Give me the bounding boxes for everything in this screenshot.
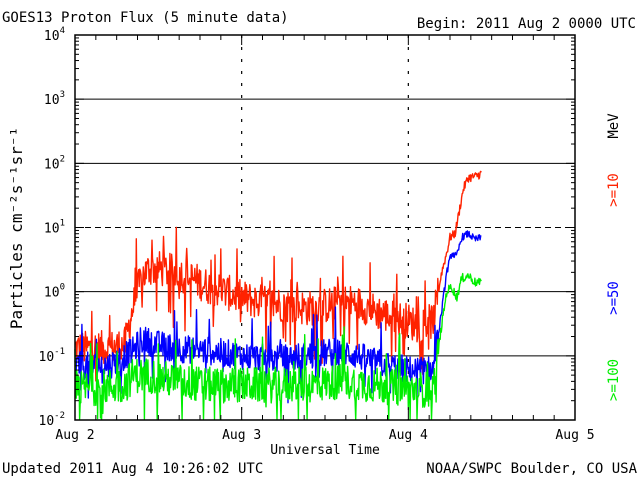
series-lines [74,170,482,420]
grid-lines [75,35,575,420]
y-axis-label: Particles cm⁻²s⁻¹sr⁻¹ [7,127,26,329]
credit-text: NOAA/SWPC Boulder, CO USA [426,461,637,477]
updated-timestamp: Updated 2011 Aug 4 10:26:02 UTC [2,461,264,477]
y-tick-exponent: -2 [54,411,65,421]
y-tick-label: 103 [44,90,65,108]
series-line-1 [74,230,482,404]
chart-title: GOES13 Proton Flux (5 minute data) [2,10,289,26]
y-tick-label: 10-2 [39,411,66,429]
legend-label-2: >=100 [606,359,622,401]
x-axis-label: Universal Time [270,443,380,458]
x-tick-label: Aug 5 [555,428,594,443]
legend-unit-label: MeV [606,113,622,139]
y-tick-exponent: 1 [60,219,65,229]
series-line-0 [74,170,482,382]
y-tick-label: 100 [44,283,65,301]
y-tick-exponent: 0 [60,283,65,293]
legend: >=10 >=50 >=100 MeV [606,113,622,401]
y-tick-label: 102 [44,154,65,172]
y-tick-label: 101 [44,219,65,237]
y-tick-exponent: -1 [54,347,65,357]
legend-label-1: >=50 [606,281,622,315]
y-tick-exponent: 2 [60,154,65,164]
x-tick-label: Aug 2 [55,428,94,443]
y-tick-exponent: 4 [60,26,65,36]
legend-label-0: >=10 [606,173,622,207]
series-line-2 [74,272,482,420]
y-tick-label: 104 [44,26,65,44]
axis-ticks [74,34,576,421]
x-tick-label: Aug 3 [222,428,261,443]
y-tick-exponent: 3 [60,90,65,100]
y-tick-label: 10-1 [39,347,66,365]
begin-timestamp: Begin: 2011 Aug 2 0000 UTC [416,16,636,32]
x-tick-label: Aug 4 [389,428,428,443]
